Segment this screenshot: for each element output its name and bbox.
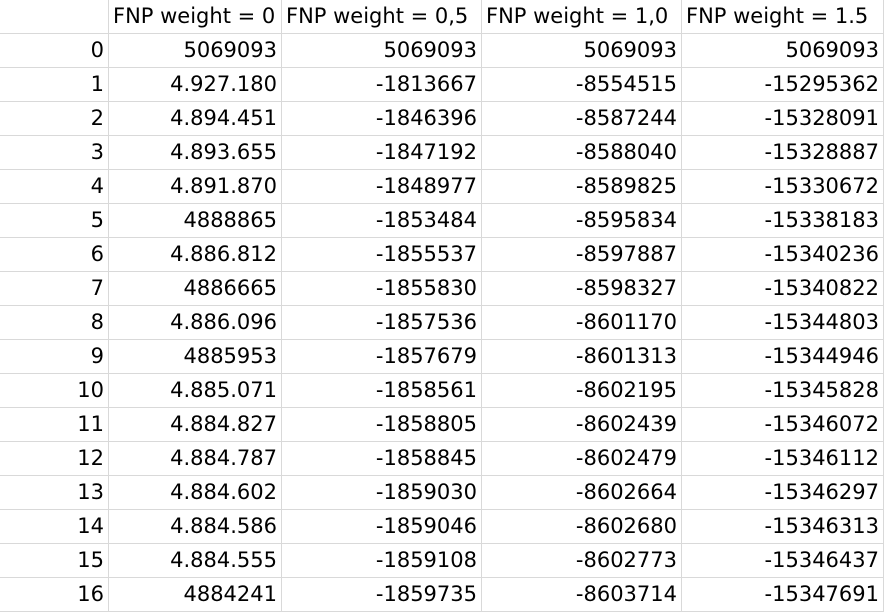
column-header-fnp-weight-0[interactable]: FNP weight = 0 [109,0,282,34]
table-cell[interactable]: -1846396 [282,102,482,136]
table-cell[interactable]: 4.886.812 [109,238,282,272]
table-cell[interactable]: -1848977 [282,170,482,204]
table-cell[interactable]: -1859735 [282,578,482,612]
table-cell[interactable]: -8602195 [482,374,682,408]
table-cell[interactable]: -15328091 [682,102,884,136]
table-cell[interactable]: -15347691 [682,578,884,612]
table-cell[interactable]: -15344946 [682,340,884,374]
table-cell[interactable]: -1859030 [282,476,482,510]
row-index-cell[interactable]: 8 [0,306,109,340]
table-cell[interactable]: -8597887 [482,238,682,272]
table-cell[interactable]: -1847192 [282,136,482,170]
table-cell[interactable]: -15340822 [682,272,884,306]
table-cell[interactable]: -8601170 [482,306,682,340]
table-cell[interactable]: 4.894.451 [109,102,282,136]
table-cell[interactable]: -1855537 [282,238,482,272]
table-cell[interactable]: -8587244 [482,102,682,136]
row-index-cell[interactable]: 9 [0,340,109,374]
table-cell[interactable]: -15346297 [682,476,884,510]
table-cell[interactable]: -8602664 [482,476,682,510]
table-cell[interactable]: 4885953 [109,340,282,374]
table-cell[interactable]: 4.893.655 [109,136,282,170]
row-index-cell[interactable]: 0 [0,34,109,68]
table-cell[interactable]: -1857679 [282,340,482,374]
table-cell[interactable]: -15340236 [682,238,884,272]
table-cell[interactable]: -8601313 [482,340,682,374]
table-cell[interactable]: 4886665 [109,272,282,306]
table-cell[interactable]: -8602773 [482,544,682,578]
table-cell[interactable]: -8595834 [482,204,682,238]
row-index-cell[interactable]: 14 [0,510,109,544]
row-index-cell[interactable]: 10 [0,374,109,408]
row-index-cell[interactable]: 1 [0,68,109,102]
table-cell[interactable]: 4.884.555 [109,544,282,578]
table-cell[interactable]: -15344803 [682,306,884,340]
row-index-cell[interactable]: 15 [0,544,109,578]
table-cell[interactable]: 4.891.870 [109,170,282,204]
table-cell[interactable]: -15346112 [682,442,884,476]
table-cell[interactable]: 4.884.586 [109,510,282,544]
table-cell[interactable]: 5069093 [682,34,884,68]
table-cell[interactable]: -8588040 [482,136,682,170]
corner-cell[interactable] [0,0,109,34]
table-cell[interactable]: -1857536 [282,306,482,340]
table-cell[interactable]: -8603714 [482,578,682,612]
row-index-cell[interactable]: 13 [0,476,109,510]
column-header-fnp-weight-1-5[interactable]: FNP weight = 1.5 [682,0,884,34]
table-cell[interactable]: -1858805 [282,408,482,442]
row-index-cell[interactable]: 7 [0,272,109,306]
row-index-cell[interactable]: 4 [0,170,109,204]
table-cell[interactable]: -15346313 [682,510,884,544]
table-cell[interactable]: -8598327 [482,272,682,306]
table-cell[interactable]: -15346072 [682,408,884,442]
row-index-cell[interactable]: 3 [0,136,109,170]
table-cell[interactable]: -1859046 [282,510,482,544]
row-index-cell[interactable]: 6 [0,238,109,272]
table-cell[interactable]: -1858561 [282,374,482,408]
row-index-cell[interactable]: 5 [0,204,109,238]
row-index-cell[interactable]: 16 [0,578,109,612]
table-cell[interactable]: 4888865 [109,204,282,238]
table-cell[interactable]: -8602479 [482,442,682,476]
table-cell[interactable]: -8602439 [482,408,682,442]
table-cell[interactable]: -8589825 [482,170,682,204]
table-cell[interactable]: -1858845 [282,442,482,476]
table-cell[interactable]: -15345828 [682,374,884,408]
table-cell[interactable]: -8554515 [482,68,682,102]
table-cell[interactable]: 4.886.096 [109,306,282,340]
table-cell[interactable]: 4.884.827 [109,408,282,442]
table-cell[interactable]: 4.927.180 [109,68,282,102]
row-index-cell[interactable]: 2 [0,102,109,136]
table-cell[interactable]: -15295362 [682,68,884,102]
table-cell[interactable]: -1855830 [282,272,482,306]
table-cell[interactable]: -1859108 [282,544,482,578]
row-index-cell[interactable]: 12 [0,442,109,476]
table-cell[interactable]: 5069093 [109,34,282,68]
table-cell[interactable]: 4884241 [109,578,282,612]
table-cell[interactable]: -15330672 [682,170,884,204]
table-cell[interactable]: -15328887 [682,136,884,170]
row-index-cell[interactable]: 11 [0,408,109,442]
table-cell[interactable]: 5069093 [282,34,482,68]
table-cell[interactable]: 4.884.602 [109,476,282,510]
table-cell[interactable]: -1853484 [282,204,482,238]
table-cell[interactable]: -1813667 [282,68,482,102]
table-cell[interactable]: -15346437 [682,544,884,578]
table-cell[interactable]: -8602680 [482,510,682,544]
table-cell[interactable]: -15338183 [682,204,884,238]
table-cell[interactable]: 4.885.071 [109,374,282,408]
column-header-fnp-weight-1-0[interactable]: FNP weight = 1,0 [482,0,682,34]
column-header-fnp-weight-0-5[interactable]: FNP weight = 0,5 [282,0,482,34]
table-cell[interactable]: 5069093 [482,34,682,68]
table-cell[interactable]: 4.884.787 [109,442,282,476]
